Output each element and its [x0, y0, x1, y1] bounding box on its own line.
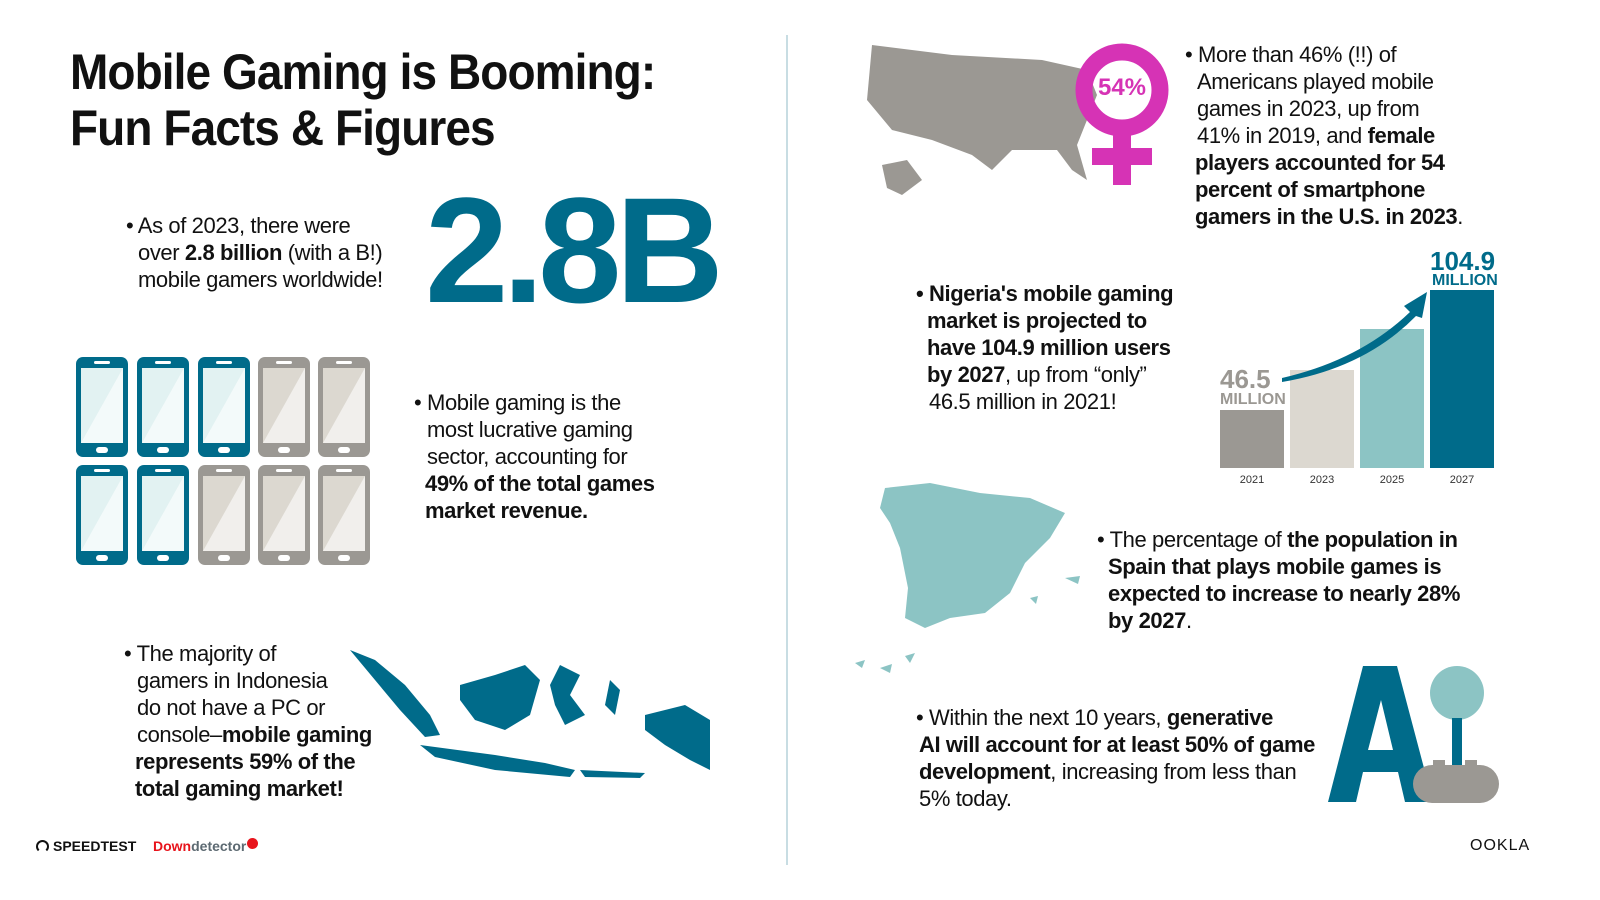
phone-icon-filled	[137, 357, 189, 457]
fact-us-text: • More than 46% (!!) of Americans played…	[1185, 42, 1463, 229]
female-percent-badge: 54%	[1097, 74, 1147, 101]
phone-icon	[318, 465, 370, 565]
x-tick-label: 2025	[1379, 474, 1405, 486]
ai-joystick-logo	[1328, 666, 1499, 803]
data-label-value: 104.9	[1430, 246, 1496, 276]
bar-2021	[1220, 410, 1284, 468]
fact-spain-text: • The percentage of the population in Sp…	[1097, 527, 1461, 633]
big-number: 2.8B	[425, 166, 724, 334]
bar-2023	[1290, 369, 1354, 468]
ookla-logo: OOKLA	[1470, 837, 1531, 854]
phone-icon	[258, 465, 310, 565]
x-tick-label: 2023	[1309, 474, 1335, 486]
phone-icon-filled	[76, 465, 128, 565]
us-map-with-female-symbol	[867, 43, 1169, 195]
fact-indonesia-text: • The majority of gamers in Indonesia do…	[124, 641, 372, 801]
gauge-icon	[36, 839, 49, 853]
fact-revenue-text: • Mobile gaming is the most lucrative ga…	[414, 390, 655, 523]
spain-map	[855, 483, 1080, 673]
phone-icon	[258, 357, 310, 457]
bar-2025	[1360, 328, 1424, 468]
growth-arrow-icon	[1282, 292, 1427, 382]
bar-2027	[1430, 290, 1494, 468]
phone-icon-filled	[76, 357, 128, 457]
fact-gamers-text: • As of 2023, there were over 2.8 billio…	[126, 213, 383, 292]
page-title: Mobile Gaming is Booming: Fun Facts & Fi…	[70, 44, 656, 156]
phone-icon-filled	[137, 465, 189, 565]
fact-nigeria-text: • Nigeria's mobile gaming market is proj…	[916, 281, 1174, 414]
data-label-unit: MILLION	[1432, 272, 1498, 289]
phone-icon	[318, 357, 370, 457]
data-label-value: 46.5	[1220, 364, 1271, 394]
x-tick-label: 2027	[1449, 474, 1475, 486]
x-tick-label: 2021	[1239, 474, 1265, 486]
alert-icon	[247, 838, 259, 849]
fact-ai-text: • Within the next 10 years, generative A…	[916, 705, 1315, 811]
phone-icon-filled	[198, 357, 250, 457]
nigeria-bar-chart: 2021 2023 2025 2027 46.5 MILLION 104.9 MILLION	[1210, 240, 1510, 490]
indonesia-map	[350, 650, 710, 778]
downdetector-logo: Downdetector	[153, 838, 259, 854]
phone-icon	[198, 465, 250, 565]
speedtest-logo: SPEEDTEST	[36, 838, 136, 854]
data-label-unit: MILLION	[1220, 391, 1286, 408]
divider	[786, 35, 788, 865]
